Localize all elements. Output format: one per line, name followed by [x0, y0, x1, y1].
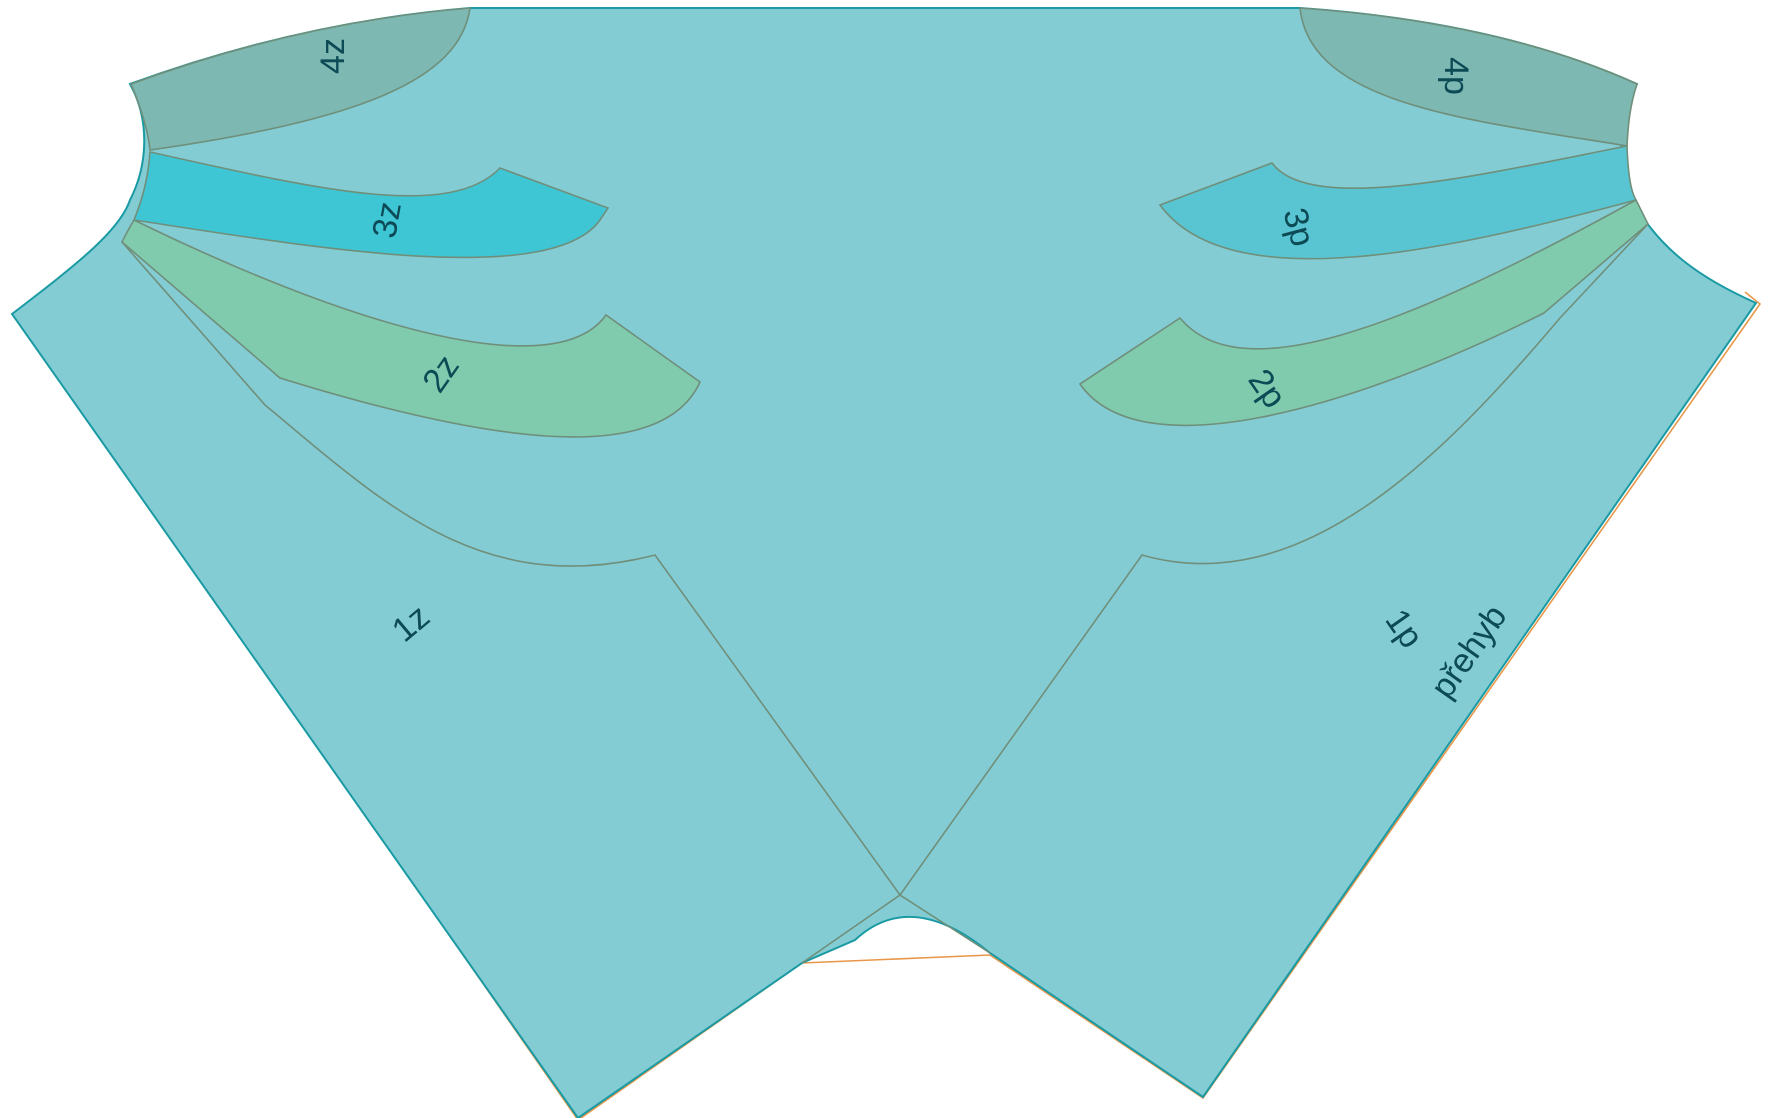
seam-line-1z: [121, 241, 902, 964]
piece-4z: [129, 7, 471, 151]
piece-2p: [1078, 198, 1649, 427]
seam-line-1p: [898, 223, 1649, 954]
piece-4p: [1299, 7, 1638, 147]
label-4z: 4z: [314, 38, 352, 74]
label-3z: 3z: [365, 199, 409, 241]
piece-2z: [121, 218, 702, 438]
offset-cut-outline: [15, 291, 1762, 1118]
label-4p: 4p: [1437, 57, 1475, 95]
